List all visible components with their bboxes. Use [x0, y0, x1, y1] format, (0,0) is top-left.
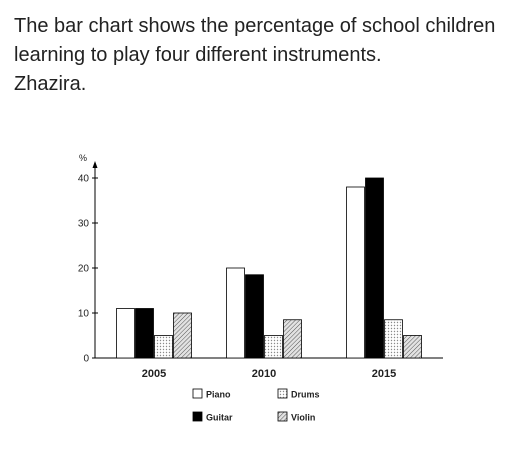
- legend-label-piano: Piano: [206, 390, 231, 400]
- bar-guitar-2005: [135, 308, 154, 359]
- y-tick-label: 30: [78, 219, 90, 230]
- chart-plot: 0 10 20 30 40% 2005 2010 2015 Piano Drums Guitar Vi…: [78, 153, 443, 423]
- y-tick-label: 0: [83, 354, 89, 365]
- bar-violin-2010: [283, 319, 302, 359]
- bar-drums-2010: [264, 335, 283, 359]
- bar-violin-2015: [403, 335, 422, 359]
- bar-violin-2005: [173, 312, 192, 359]
- legend-swatch-violin: [277, 411, 288, 422]
- bar-drums-2005: [154, 335, 173, 359]
- caption-author: Zhazira.: [14, 73, 87, 95]
- legend-label-violin: Violin: [291, 413, 315, 423]
- bar-piano-2005: [116, 308, 135, 359]
- legend-label-drums: Drums: [291, 390, 320, 400]
- x-tick-label: 2005: [142, 368, 166, 380]
- y-tick-label: 10: [78, 309, 90, 320]
- x-tick-label: 2010: [252, 368, 276, 380]
- y-axis-label: %: [79, 153, 87, 163]
- legend-swatch-drums: [277, 388, 288, 399]
- y-tick-label: 20: [78, 264, 90, 275]
- bar-piano-2015: [346, 186, 365, 359]
- bar-guitar-2015: [365, 177, 384, 359]
- bar-drums-2015: [384, 319, 403, 359]
- bar-piano-2010: [226, 267, 245, 359]
- legend-swatch-guitar: [192, 411, 203, 422]
- y-tick-label: 40: [78, 174, 90, 185]
- bar-guitar-2010: [245, 274, 264, 359]
- x-tick-label: 2015: [372, 368, 396, 380]
- legend-swatch-piano: [192, 388, 203, 399]
- legend-label-guitar: Guitar: [206, 413, 233, 423]
- caption-text: The bar chart shows the percentage of sc…: [14, 15, 496, 66]
- y-axis-arrow: [92, 161, 98, 168]
- caption: The bar chart shows the percentage of sc…: [14, 12, 504, 99]
